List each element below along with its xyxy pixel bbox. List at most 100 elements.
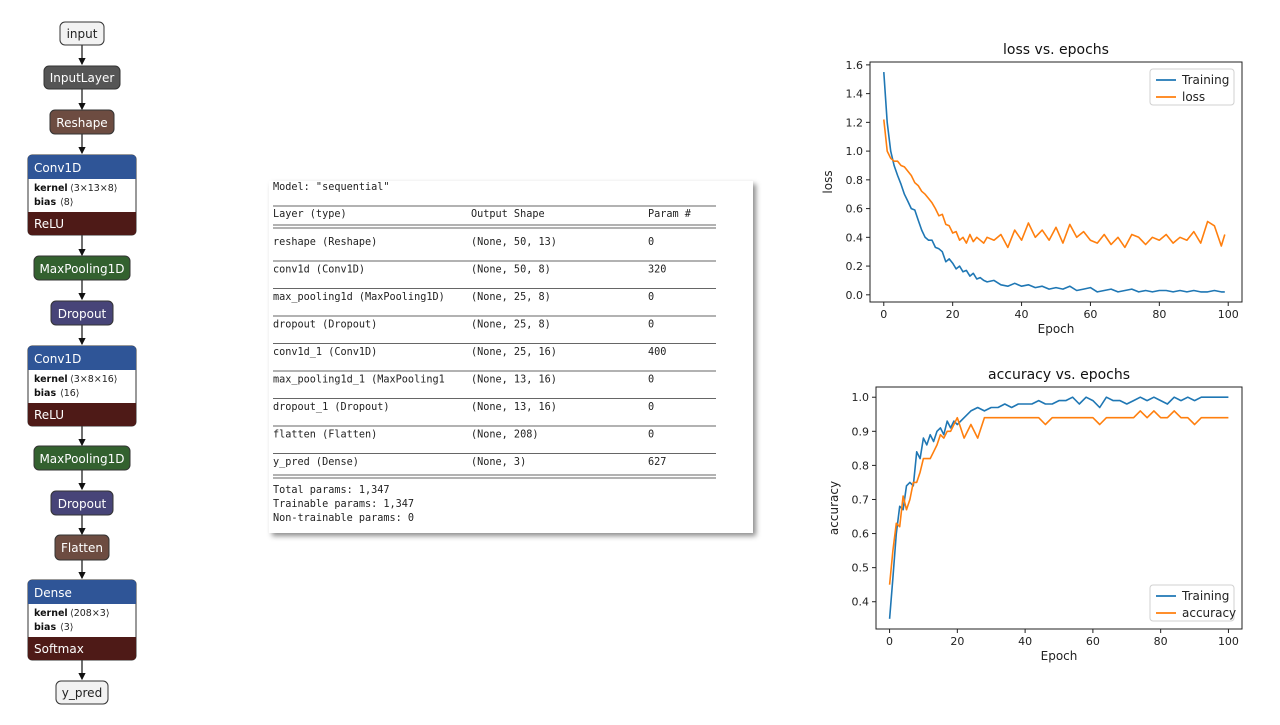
dense-bias-label: bias xyxy=(34,622,56,633)
x-tick-label: 60 xyxy=(1086,635,1100,648)
x-axis-label: Epoch xyxy=(1041,649,1078,663)
summary-cell: 0 xyxy=(648,292,654,303)
y-tick-label: 0.5 xyxy=(852,562,870,575)
summary-cell: 0 xyxy=(648,430,654,441)
summary-header-layer: Layer (type) xyxy=(273,209,347,220)
summary-cell: (None, 25, 16) xyxy=(471,347,557,358)
node-dropout-2-label: Dropout xyxy=(58,497,107,511)
summary-cell: 0 xyxy=(648,375,654,386)
chart-legend: Training loss xyxy=(1149,68,1235,106)
y-tick-label: 0.7 xyxy=(852,493,870,506)
node-input-layer: InputLayer xyxy=(43,65,121,90)
node-flatten-label: Flatten xyxy=(61,541,103,555)
y-tick-label: 1.2 xyxy=(846,116,864,129)
node-flatten: Flatten xyxy=(54,534,110,561)
summary-cell: max_pooling1d (MaxPooling1D) xyxy=(273,292,445,303)
legend-label: Training xyxy=(1181,73,1229,87)
y-tick-label: 0.4 xyxy=(852,596,870,609)
summary-cell: (None, 50, 8) xyxy=(471,265,551,276)
node-dropout-1-label: Dropout xyxy=(58,307,107,321)
conv1-bias-shape: ⟨8⟩ xyxy=(60,197,73,208)
summary-cell: 627 xyxy=(648,457,666,468)
dense-bias-shape: ⟨3⟩ xyxy=(60,622,73,633)
node-dropout-2: Dropout xyxy=(50,490,114,516)
x-tick-label: 0 xyxy=(880,308,887,321)
legend-label: accuracy xyxy=(1182,606,1236,620)
y-tick-label: 1.6 xyxy=(846,59,864,72)
y-tick-label: 0.4 xyxy=(846,231,864,244)
node-reshape: Reshape xyxy=(49,109,115,135)
summary-model-line: Model: "sequential" xyxy=(273,182,390,193)
summary-cell: 400 xyxy=(648,347,666,358)
y-tick-label: 0.6 xyxy=(852,528,870,541)
conv2-activation: ReLU xyxy=(34,408,64,422)
summary-cell: 320 xyxy=(648,265,666,276)
summary-cell: (None, 13, 16) xyxy=(471,375,557,386)
series-line-accuracy xyxy=(888,410,1229,585)
summary-cell: (None, 50, 13) xyxy=(471,237,557,248)
conv2-kernel-label: kernel xyxy=(34,374,68,385)
x-tick-label: 20 xyxy=(950,635,964,648)
summary-cell: reshape (Reshape) xyxy=(273,237,377,248)
conv2-bias-shape: ⟨16⟩ xyxy=(60,388,80,399)
summary-cell: conv1d (Conv1D) xyxy=(273,265,365,276)
summary-cell: y_pred (Dense) xyxy=(273,457,359,468)
series-line-training xyxy=(883,72,1225,293)
dense-kernel-shape: ⟨208×3⟩ xyxy=(70,608,110,619)
node-dropout-1: Dropout xyxy=(50,300,114,326)
summary-rows: reshape (Reshape) (None, 50, 13) 0 conv1d (… xyxy=(273,237,716,468)
summary-total: Total params: 1,347 xyxy=(273,485,390,496)
plot-frame xyxy=(875,386,1243,630)
dense-kernel-label: kernel xyxy=(34,608,68,619)
summary-cell: (None, 13, 16) xyxy=(471,402,557,413)
x-tick-label: 0 xyxy=(886,635,893,648)
summary-cell: 0 xyxy=(648,237,654,248)
conv1-activation: ReLU xyxy=(34,217,64,231)
x-tick-label: 40 xyxy=(1015,308,1029,321)
summary-cell: dropout (Dropout) xyxy=(273,320,377,331)
legend-label: loss xyxy=(1182,90,1205,104)
conv1-bias-label: bias xyxy=(34,197,56,208)
summary-cell: conv1d_1 (Conv1D) xyxy=(273,347,377,358)
node-input-layer-label: InputLayer xyxy=(50,71,115,85)
conv2-name: Conv1D xyxy=(34,352,81,366)
summary-header-params: Param # xyxy=(648,209,692,220)
y-tick-label: 0.2 xyxy=(846,260,864,273)
y-tick-label: 0.0 xyxy=(846,289,864,302)
y-tick-label: 1.4 xyxy=(846,88,864,101)
summary-cell: 0 xyxy=(648,320,654,331)
x-tick-label: 80 xyxy=(1154,635,1168,648)
x-axis-label: Epoch xyxy=(1038,322,1075,336)
node-conv1d-1: Conv1D kernel ⟨3×13×8⟩ bias ⟨8⟩ ReLU xyxy=(27,154,137,236)
node-output: y_pred xyxy=(55,680,109,705)
series-line-loss xyxy=(883,119,1226,249)
conv2-bias-label: bias xyxy=(34,388,56,399)
loss-chart: loss vs. epochs 0 20 40 60 80 100 0.0 0.2 0.4 0.6 0… xyxy=(821,42,1243,336)
node-maxpool-1-label: MaxPooling1D xyxy=(39,262,124,276)
dense-activation: Softmax xyxy=(34,642,84,656)
node-maxpool-2-label: MaxPooling1D xyxy=(39,452,124,466)
summary-non-trainable: Non-trainable params: 0 xyxy=(273,513,414,524)
node-conv1d-2: Conv1D kernel ⟨3×8×16⟩ bias ⟨16⟩ ReLU xyxy=(27,345,137,427)
summary-cell: dropout_1 (Dropout) xyxy=(273,402,390,413)
summary-cell: (None, 25, 8) xyxy=(471,320,551,331)
y-tick-label: 0.6 xyxy=(846,203,864,216)
summary-cell: (None, 3) xyxy=(471,457,526,468)
model-architecture-diagram: input InputLayer Reshape Conv1D kernel ⟨… xyxy=(27,21,137,705)
y-tick-label: 0.8 xyxy=(852,459,870,472)
conv1-kernel-label: kernel xyxy=(34,183,68,194)
node-reshape-label: Reshape xyxy=(56,116,107,130)
node-dense: Dense kernel ⟨208×3⟩ bias ⟨3⟩ Softmax xyxy=(27,579,137,661)
y-tick-label: 0.9 xyxy=(852,425,870,438)
summary-trainable: Trainable params: 1,347 xyxy=(273,499,414,510)
node-input-label: input xyxy=(67,27,98,41)
y-tick-label: 1.0 xyxy=(852,391,870,404)
accuracy-chart: accuracy vs. epochs 0 20 40 60 80 100 0.4 0.5 0.6… xyxy=(827,367,1243,663)
dense-name: Dense xyxy=(34,586,72,600)
summary-cell: flatten (Flatten) xyxy=(273,430,377,441)
y-axis-label: accuracy xyxy=(827,481,841,535)
x-tick-label: 60 xyxy=(1083,308,1097,321)
model-summary-panel: Model: "sequential" Layer (type) Output … xyxy=(269,181,753,533)
conv1-kernel-shape: ⟨3×13×8⟩ xyxy=(70,183,118,194)
conv2-kernel-shape: ⟨3×8×16⟩ xyxy=(70,374,118,385)
